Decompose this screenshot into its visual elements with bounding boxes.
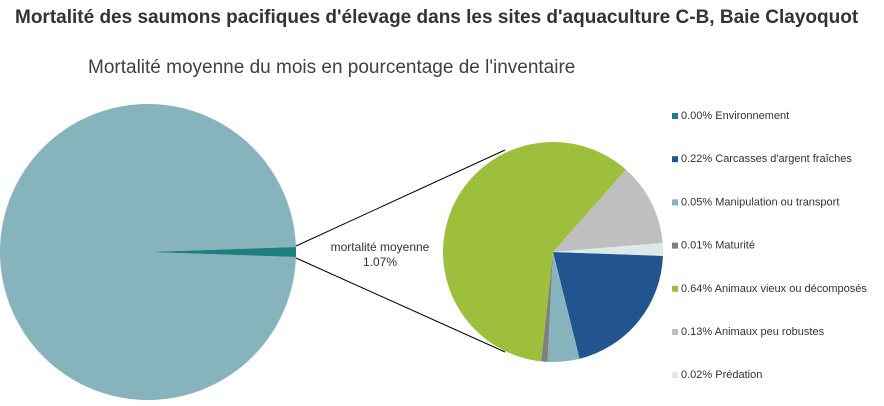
legend-swatch: [672, 329, 678, 335]
connector-line-bottom: [295, 257, 506, 353]
pie-slice-5: [553, 169, 663, 252]
pie-slice-3: [541, 252, 553, 362]
legend-item: 0.05% Manipulation ou transport: [681, 196, 839, 208]
legend-item: 0.00% Environnement: [681, 110, 789, 122]
legend: 0.00% Environnement 0.22% Carcasses d'arg…: [672, 110, 867, 381]
legend-item: 0.64% Animaux vieux ou décomposés: [681, 283, 867, 295]
chart-subtitle: Mortalité moyenne du mois en pourcentage…: [88, 57, 576, 78]
legend-swatch: [672, 242, 678, 249]
pie-slice-2: [547, 252, 580, 363]
legend-swatch: [672, 113, 678, 119]
legend-item: 0.02% Prédation: [681, 369, 762, 381]
legend-item: 0.01% Maturité: [681, 240, 755, 252]
chart-title: Mortalité des saumons pacifiques d'éleva…: [15, 7, 859, 28]
primary-label: mortalité moyenne: [331, 240, 430, 254]
pie-slice-1: [553, 252, 663, 359]
legend-item: 0.22% Carcasses d'argent fraîches: [681, 153, 852, 165]
legend-swatch: [672, 156, 678, 163]
pie-slice-4: [442, 142, 626, 362]
connector-line-top: [295, 149, 506, 247]
pie-slice-mortalite-moyenne: [148, 247, 296, 257]
legend-swatch: [672, 285, 678, 292]
legend-swatch: [672, 199, 678, 206]
pie-slice-other: [0, 104, 296, 401]
legend-swatch: [672, 372, 678, 379]
legend-item: 0.13% Animaux peu robustes: [681, 326, 825, 338]
primary-value-label: 1.07%: [363, 255, 397, 269]
pie-slice-6: [553, 242, 663, 256]
